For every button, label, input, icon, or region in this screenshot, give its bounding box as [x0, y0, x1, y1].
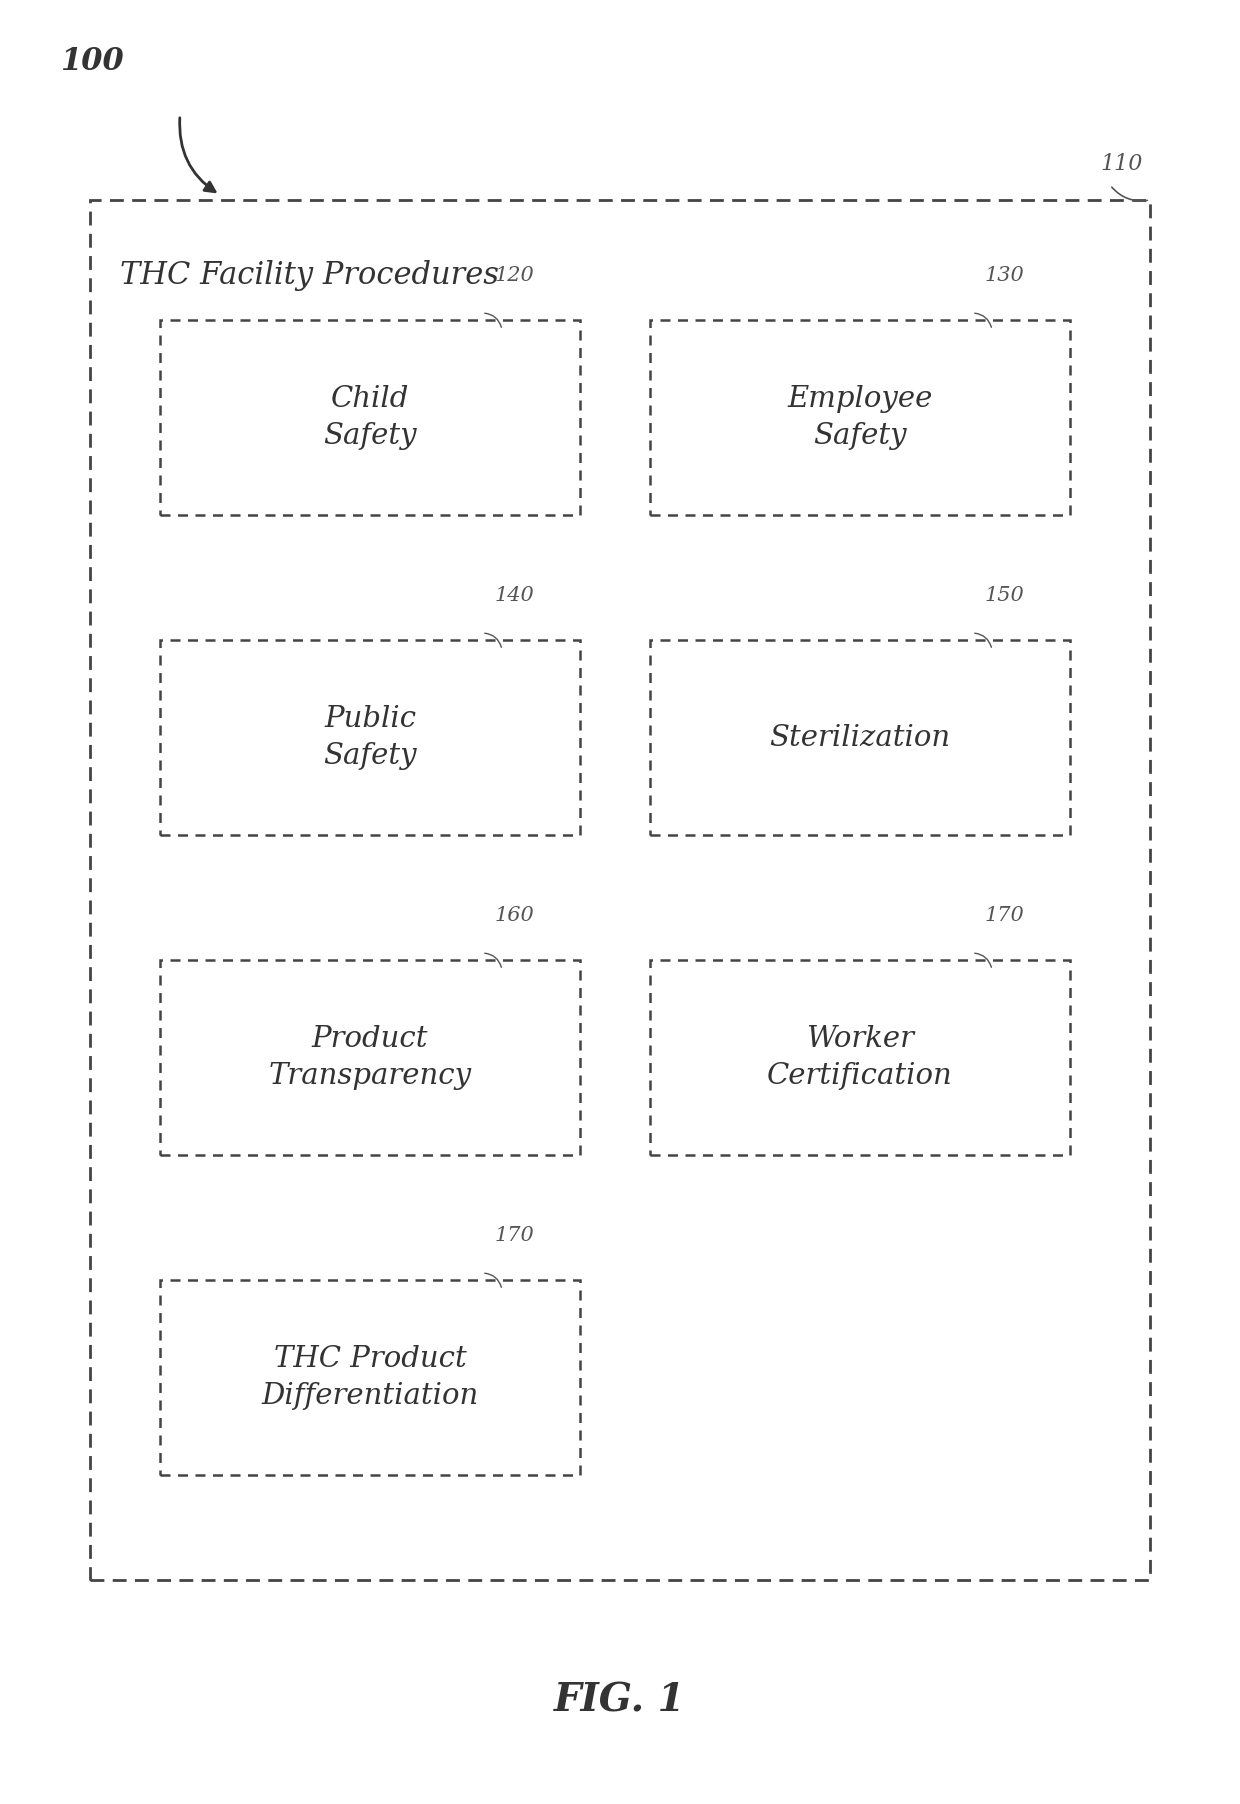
FancyBboxPatch shape: [650, 960, 1070, 1155]
Text: THC Facility Procedures: THC Facility Procedures: [120, 260, 498, 290]
FancyBboxPatch shape: [160, 1281, 580, 1476]
FancyBboxPatch shape: [160, 319, 580, 514]
Text: 130: 130: [985, 265, 1024, 285]
Text: FIG. 1: FIG. 1: [554, 1681, 686, 1719]
Text: 160: 160: [495, 906, 534, 925]
FancyBboxPatch shape: [650, 319, 1070, 514]
Text: 120: 120: [495, 265, 534, 285]
FancyBboxPatch shape: [650, 640, 1070, 835]
FancyBboxPatch shape: [160, 640, 580, 835]
Text: 150: 150: [985, 586, 1024, 604]
Text: Public
Safety: Public Safety: [324, 705, 417, 770]
FancyBboxPatch shape: [91, 200, 1149, 1580]
Text: Sterilization: Sterilization: [770, 723, 951, 752]
Text: 140: 140: [495, 586, 534, 604]
Text: Worker
Certification: Worker Certification: [768, 1025, 952, 1090]
Text: Employee
Safety: Employee Safety: [787, 384, 932, 449]
Text: 100: 100: [60, 45, 124, 78]
Text: THC Product
Differentiation: THC Product Differentiation: [262, 1346, 479, 1411]
Text: Product
Transparency: Product Transparency: [268, 1025, 471, 1090]
Text: 170: 170: [495, 1227, 534, 1245]
FancyBboxPatch shape: [160, 960, 580, 1155]
Text: 110: 110: [1100, 153, 1142, 175]
Text: 170: 170: [985, 906, 1024, 925]
Text: Child
Safety: Child Safety: [324, 384, 417, 449]
